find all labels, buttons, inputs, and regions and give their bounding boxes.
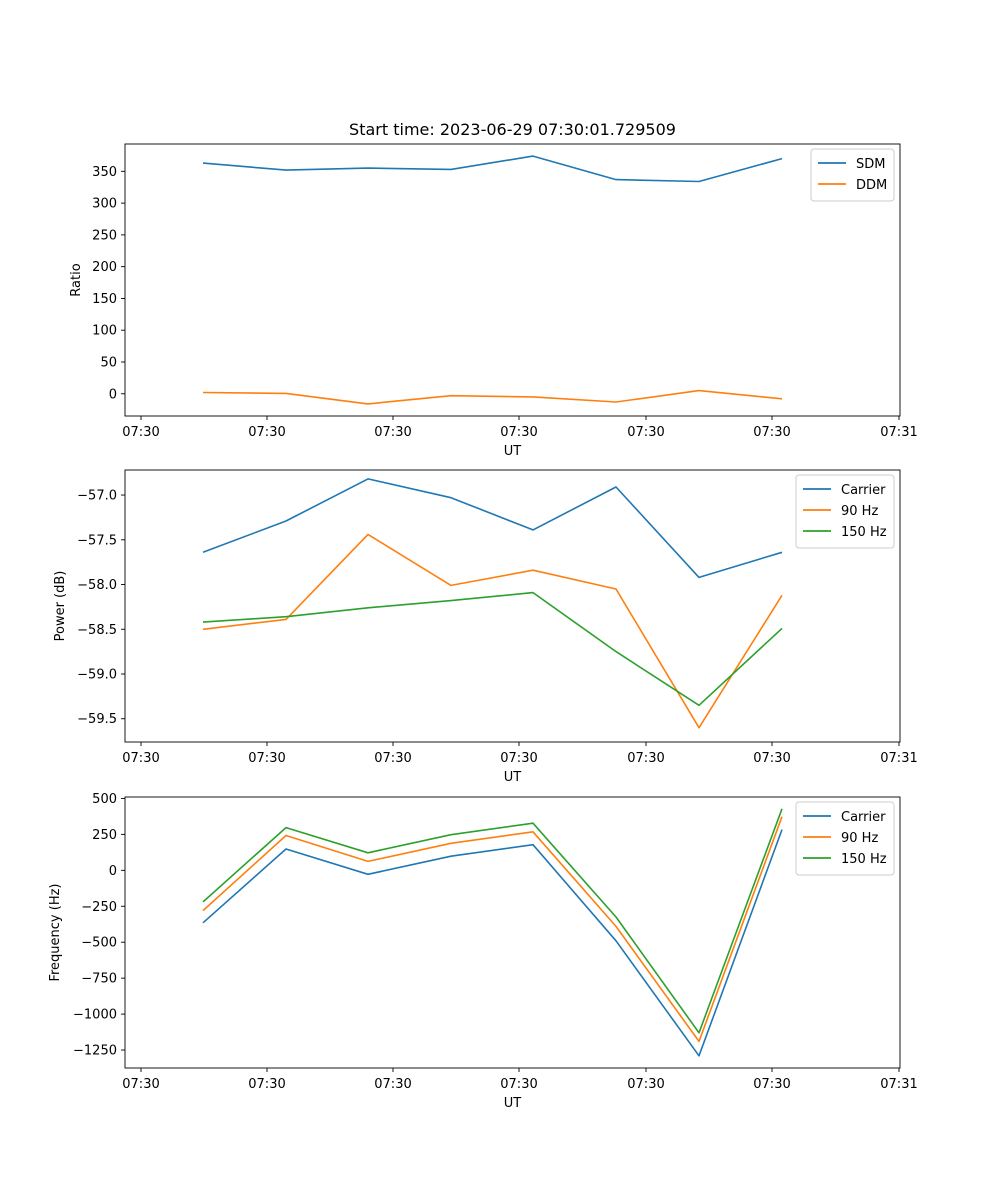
x-tick-label: 07:30 xyxy=(753,425,790,440)
x-tick-label: 07:30 xyxy=(122,751,159,766)
y-tick-label: −750 xyxy=(81,972,117,987)
subplot-1: Start time: 2023-06-29 07:30:01.729509 07… xyxy=(69,120,918,459)
x-tick-label: 07:30 xyxy=(374,425,411,440)
legend-label: Carrier xyxy=(841,810,886,825)
x-tick-label: 07:30 xyxy=(122,425,159,440)
x-tick-label: 07:30 xyxy=(248,751,285,766)
y-tick-label: 100 xyxy=(92,324,117,339)
axes-frame xyxy=(124,143,901,417)
series-line-90-hz xyxy=(202,533,783,729)
legend-label: 150 Hz xyxy=(841,852,887,867)
y-tick-label: 150 xyxy=(92,292,117,307)
x-tick-label: 07:30 xyxy=(374,751,411,766)
x-tick-label: 07:31 xyxy=(880,425,917,440)
series-line-carrier xyxy=(202,829,783,1057)
series-line-150-hz xyxy=(202,808,783,1034)
x-tick-label: 07:30 xyxy=(122,1077,159,1092)
y-tick-label: 500 xyxy=(92,792,117,807)
y-tick-label: −58.5 xyxy=(77,623,117,638)
y-tick-label: −59.5 xyxy=(77,712,117,727)
x-axis-label: UT xyxy=(504,770,522,785)
x-tick-label: 07:30 xyxy=(753,1077,790,1092)
legend: Carrier 90 Hz 150 Hz xyxy=(795,474,895,549)
x-tick-label: 07:31 xyxy=(880,751,917,766)
y-tick-label: 200 xyxy=(92,260,117,275)
legend-label: 90 Hz xyxy=(841,831,878,846)
legend: SDM DDM xyxy=(810,148,895,202)
x-axis-label: UT xyxy=(504,1096,522,1111)
y-tick-label: 250 xyxy=(92,228,117,243)
y-tick-label: −57.0 xyxy=(77,489,117,504)
y-tick-label: −57.5 xyxy=(77,533,117,548)
y-tick-label: −250 xyxy=(81,900,117,915)
y-tick-label: 0 xyxy=(109,864,117,879)
x-tick-label: 07:30 xyxy=(627,751,664,766)
axes-frame xyxy=(124,796,901,1069)
series-line-carrier xyxy=(202,478,783,579)
y-tick-label: −58.0 xyxy=(77,578,117,593)
y-tick-label: 250 xyxy=(92,828,117,843)
y-axis-label: Frequency (Hz) xyxy=(48,883,63,981)
subplot-3: 07:30 07:30 07:30 07:30 07:30 07:30 07:31 500 25… xyxy=(48,792,918,1111)
series-line-90-hz xyxy=(202,816,783,1043)
y-tick-label: −1250 xyxy=(73,1044,117,1059)
series-line-150-hz xyxy=(202,591,783,707)
y-tick-label: 350 xyxy=(92,165,117,180)
axes-frame xyxy=(124,469,901,743)
x-tick-label: 07:31 xyxy=(880,1077,917,1092)
x-tick-label: 07:30 xyxy=(248,1077,285,1092)
y-tick-label: 0 xyxy=(109,387,117,402)
y-tick-label: −500 xyxy=(81,936,117,951)
x-tick-label: 07:30 xyxy=(500,751,537,766)
y-axis-label: Power (dB) xyxy=(53,571,68,642)
subplot-2: 07:30 07:30 07:30 07:30 07:30 07:30 07:31 −57.0… xyxy=(53,469,918,785)
legend-label: SDM xyxy=(856,157,885,172)
x-tick-label: 07:30 xyxy=(500,1077,537,1092)
legend-label: DDM xyxy=(856,178,887,193)
chart-title: Start time: 2023-06-29 07:30:01.729509 xyxy=(349,120,676,139)
legend-box xyxy=(795,801,895,876)
y-tick-label: −1000 xyxy=(73,1008,117,1023)
legend-label: 150 Hz xyxy=(841,525,887,540)
y-axis-label: Ratio xyxy=(69,263,84,296)
y-tick-label: −59.0 xyxy=(77,668,117,683)
x-tick-label: 07:30 xyxy=(627,1077,664,1092)
legend-box xyxy=(810,148,895,202)
x-tick-label: 07:30 xyxy=(248,425,285,440)
y-tick-label: 50 xyxy=(100,355,117,370)
x-tick-label: 07:30 xyxy=(627,425,664,440)
series-line-ddm xyxy=(202,389,783,405)
x-axis-label: UT xyxy=(504,444,522,459)
series-line-sdm xyxy=(202,155,783,183)
legend: Carrier 90 Hz 150 Hz xyxy=(795,801,895,876)
x-tick-label: 07:30 xyxy=(374,1077,411,1092)
legend-label: Carrier xyxy=(841,483,886,498)
y-tick-label: 300 xyxy=(92,197,117,212)
legend-label: 90 Hz xyxy=(841,504,878,519)
x-tick-label: 07:30 xyxy=(500,425,537,440)
x-tick-label: 07:30 xyxy=(753,751,790,766)
legend-box xyxy=(795,474,895,549)
